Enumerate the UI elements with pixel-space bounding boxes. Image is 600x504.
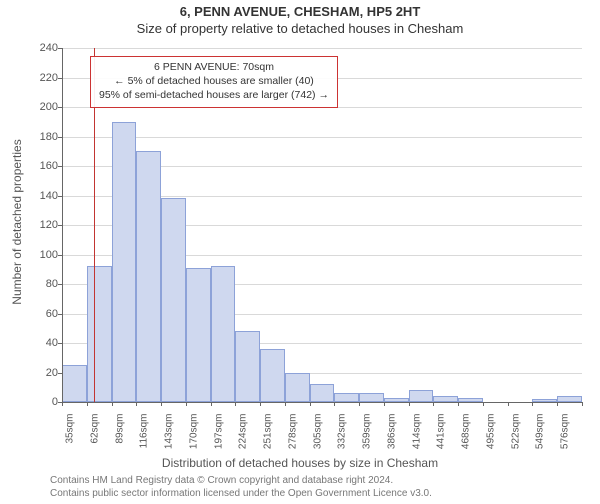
x-tick-mark [508, 402, 509, 406]
x-tick-mark [334, 402, 335, 406]
x-tick-mark [409, 402, 410, 406]
x-tick-mark [161, 402, 162, 406]
x-tick-mark [310, 402, 311, 406]
footnote: Contains HM Land Registry data © Crown c… [50, 474, 432, 500]
x-tick-mark [532, 402, 533, 406]
x-tick-mark [557, 402, 558, 406]
x-axis-line [62, 402, 582, 403]
x-tick-label: 549sqm [535, 414, 546, 454]
histogram-bar [334, 393, 359, 402]
grid-line [62, 137, 582, 138]
y-tick-label: 120 [22, 219, 58, 231]
x-tick-label: 62sqm [89, 414, 100, 454]
x-tick-mark [186, 402, 187, 406]
histogram-bar [136, 151, 161, 402]
x-tick-label: 305sqm [312, 414, 323, 454]
x-tick-mark [483, 402, 484, 406]
x-tick-label: 576sqm [560, 414, 571, 454]
y-tick-label: 140 [22, 190, 58, 202]
histogram-bar [260, 349, 285, 402]
x-tick-label: 414sqm [411, 414, 422, 454]
y-axis-line [62, 48, 63, 402]
x-tick-label: 522sqm [510, 414, 521, 454]
footnote-line-1: Contains HM Land Registry data © Crown c… [50, 474, 432, 487]
histogram-bar [112, 122, 137, 402]
x-tick-mark [87, 402, 88, 406]
histogram-bar [310, 384, 335, 402]
y-tick-label: 80 [22, 278, 58, 290]
x-tick-label: 332sqm [337, 414, 348, 454]
x-tick-mark [112, 402, 113, 406]
chart-container: Number of detached properties 0204060801… [0, 42, 600, 462]
x-tick-label: 441sqm [436, 414, 447, 454]
y-tick-label: 240 [22, 42, 58, 54]
histogram-bar [211, 266, 236, 402]
x-tick-label: 35sqm [65, 414, 76, 454]
histogram-bar [359, 393, 384, 402]
x-tick-mark [359, 402, 360, 406]
y-tick-label: 160 [22, 160, 58, 172]
x-tick-label: 278sqm [287, 414, 298, 454]
y-tick-label: 200 [22, 101, 58, 113]
histogram-bar [62, 365, 87, 402]
x-tick-mark [260, 402, 261, 406]
footnote-line-2: Contains public sector information licen… [50, 487, 432, 500]
x-tick-label: 386sqm [386, 414, 397, 454]
x-tick-label: 495sqm [485, 414, 496, 454]
histogram-bar [409, 390, 434, 402]
x-tick-label: 224sqm [238, 414, 249, 454]
histogram-bar [285, 373, 310, 403]
y-tick-label: 220 [22, 72, 58, 84]
x-axis-title: Distribution of detached houses by size … [0, 456, 600, 470]
x-tick-label: 89sqm [114, 414, 125, 454]
info-box-line-1: 6 PENN AVENUE: 70sqm [99, 60, 329, 74]
grid-line [62, 48, 582, 49]
x-tick-label: 143sqm [164, 414, 175, 454]
y-tick-label: 60 [22, 308, 58, 320]
histogram-bar [161, 198, 186, 402]
x-tick-label: 170sqm [188, 414, 199, 454]
x-tick-mark [582, 402, 583, 406]
x-tick-mark [285, 402, 286, 406]
x-tick-label: 197sqm [213, 414, 224, 454]
histogram-bar [87, 266, 112, 402]
y-tick-label: 20 [22, 367, 58, 379]
x-tick-mark [433, 402, 434, 406]
info-box-line-2: ← 5% of detached houses are smaller (40) [99, 74, 329, 88]
x-tick-label: 116sqm [139, 414, 150, 454]
y-tick-label: 180 [22, 131, 58, 143]
y-tick-label: 100 [22, 249, 58, 261]
page-subtitle: Size of property relative to detached ho… [0, 21, 600, 36]
x-tick-label: 251sqm [263, 414, 274, 454]
histogram-bar [186, 268, 211, 402]
info-box-line-3: 95% of semi-detached houses are larger (… [99, 88, 329, 102]
x-tick-mark [136, 402, 137, 406]
y-tick-label: 40 [22, 337, 58, 349]
page-title: 6, PENN AVENUE, CHESHAM, HP5 2HT [0, 4, 600, 19]
x-tick-mark [458, 402, 459, 406]
x-tick-mark [235, 402, 236, 406]
x-tick-mark [384, 402, 385, 406]
histogram-bar [235, 331, 260, 402]
x-tick-mark [62, 402, 63, 406]
x-tick-mark [211, 402, 212, 406]
x-tick-label: 359sqm [362, 414, 373, 454]
info-box: 6 PENN AVENUE: 70sqm ← 5% of detached ho… [90, 56, 338, 108]
x-tick-label: 468sqm [461, 414, 472, 454]
y-tick-label: 0 [22, 396, 58, 408]
